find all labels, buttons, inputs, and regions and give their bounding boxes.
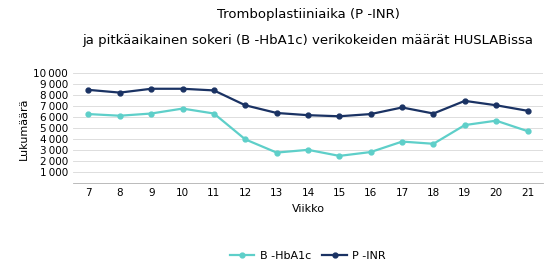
B -HbA1c [305, 148, 311, 151]
Text: Tromboplastiiniaika (P -INR): Tromboplastiiniaika (P -INR) [217, 8, 399, 21]
B -HbA1c [367, 150, 374, 154]
B -HbA1c [273, 151, 280, 154]
B -HbA1c [493, 119, 500, 122]
B -HbA1c [461, 123, 468, 127]
Line: P -INR: P -INR [86, 86, 530, 119]
P -INR [399, 106, 405, 109]
P -INR [85, 88, 92, 91]
P -INR [305, 114, 311, 117]
B -HbA1c [430, 142, 437, 145]
P -INR [336, 115, 343, 118]
P -INR [273, 111, 280, 114]
B -HbA1c [524, 130, 531, 133]
B -HbA1c [179, 107, 186, 110]
P -INR [148, 87, 155, 90]
P -INR [179, 87, 186, 90]
P -INR [461, 99, 468, 102]
P -INR [367, 112, 374, 116]
P -INR [493, 104, 500, 107]
B -HbA1c [242, 138, 249, 141]
B -HbA1c [336, 154, 343, 157]
Legend: B -HbA1c, P -INR: B -HbA1c, P -INR [226, 246, 390, 262]
Y-axis label: Lukumäärä: Lukumäärä [19, 97, 29, 160]
Line: B -HbA1c: B -HbA1c [86, 106, 530, 158]
P -INR [430, 112, 437, 115]
Text: ja pitkäaikainen sokeri (B -HbA1c) verikokeiden määrät HUSLABissa: ja pitkäaikainen sokeri (B -HbA1c) verik… [82, 34, 534, 47]
B -HbA1c [116, 114, 123, 117]
B -HbA1c [85, 112, 92, 116]
B -HbA1c [148, 112, 155, 115]
P -INR [211, 89, 217, 92]
X-axis label: Viikko: Viikko [292, 204, 324, 214]
P -INR [524, 109, 531, 112]
B -HbA1c [211, 112, 217, 115]
P -INR [116, 91, 123, 94]
B -HbA1c [399, 140, 405, 143]
P -INR [242, 104, 249, 107]
